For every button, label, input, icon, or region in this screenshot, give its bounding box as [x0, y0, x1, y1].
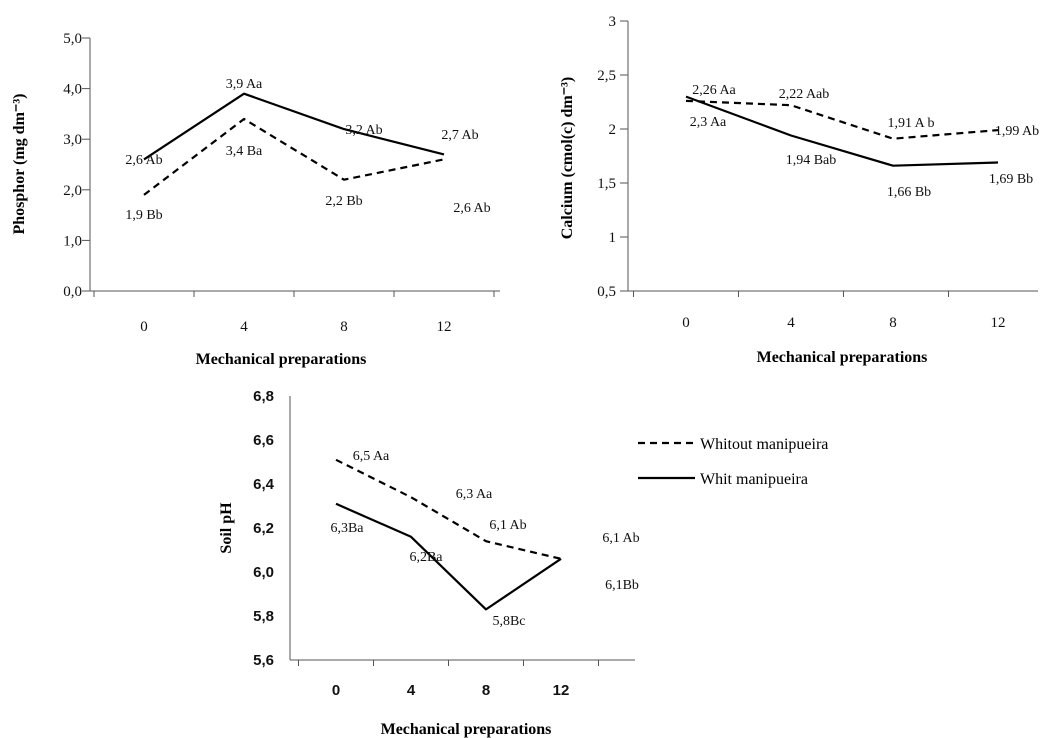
ph-line-without	[335, 458, 562, 560]
ph-y-tick-label: 6,4	[253, 476, 275, 493]
calcium-y-axis-title: Calcium (cmol(c) dm⁻³)	[559, 77, 576, 240]
ph-x-tick-label: 12	[553, 682, 570, 699]
calcium-y-tick-label: 2,5	[597, 68, 616, 84]
phosphor-label-without: 2,2 Bb	[325, 194, 362, 209]
calcium-chart: 0,5 1 1,5 2 2,5 3 0 4 8 12 Mechanical preparations…	[559, 14, 1039, 366]
calcium-label-without: 1,99 Ab	[995, 124, 1039, 139]
ph-label-with: 6,2Ba	[409, 550, 443, 565]
calcium-y-tick-label: 3	[609, 14, 617, 30]
legend: Whitout manipueira Whit manipueira	[638, 436, 828, 488]
phosphor-y-tick-label: 5,0	[63, 31, 82, 47]
calcium-y-tick-label: 1	[609, 230, 617, 246]
phosphor-label-with: 2,7 Ab	[441, 128, 478, 143]
legend-label-with: Whit manipueira	[700, 471, 808, 488]
ph-y-tick-label: 5,8	[253, 608, 274, 625]
phosphor-label-with: 2,6 Ab	[125, 153, 162, 168]
phosphor-x-tick-label: 12	[437, 319, 452, 335]
calcium-y-tick-label: 1,5	[597, 176, 616, 192]
calcium-x-tick-label: 0	[682, 315, 690, 331]
calcium-line-with	[685, 95, 999, 167]
calcium-x-axis-title: Mechanical preparations	[757, 349, 928, 366]
ph-label-without: 6,1 Ab	[489, 518, 526, 533]
phosphor-label-without: 3,4 Ba	[226, 144, 263, 159]
ph-label-without: 6,3 Aa	[456, 487, 493, 502]
phosphor-x-tick-label: 0	[140, 319, 148, 335]
calcium-label-without: 2,26 Aa	[692, 83, 736, 98]
calcium-x-tick-label: 4	[787, 315, 795, 331]
ph-x-tick-label: 8	[482, 682, 490, 699]
phosphor-line-without	[143, 117, 445, 196]
phosphor-label-with: 3,9 Aa	[226, 77, 263, 92]
calcium-label-without: 2,22 Aab	[779, 87, 830, 102]
ph-label-without: 6,5 Aa	[353, 449, 390, 464]
phosphor-x-axis-title: Mechanical preparations	[196, 351, 367, 368]
calcium-y-tick-label: 2	[609, 122, 617, 138]
ph-y-tick-label: 6,6	[253, 432, 274, 449]
ph-label-with: 6,3Ba	[330, 521, 364, 536]
phosphor-x-tick-label: 8	[340, 319, 348, 335]
ph-y-tick-label: 6,0	[253, 564, 274, 581]
calcium-label-without: 1,91 A b	[887, 116, 934, 131]
ph-x-tick-label: 4	[407, 682, 416, 699]
phosphor-y-tick-label: 4,0	[63, 82, 82, 98]
ph-x-tick-label: 0	[332, 682, 340, 699]
ph-x-axis-title: Mechanical preparations	[381, 721, 552, 738]
calcium-y-tick-label: 0,5	[597, 284, 616, 300]
ph-y-tick-label: 5,6	[253, 652, 274, 669]
soil-ph-chart: 5,6 5,8 6,0 6,2 6,4 6,6 6,8 0 4 8 12 Mechanical pre…	[218, 388, 640, 738]
calcium-label-with: 1,94 Bab	[786, 153, 837, 168]
ph-y-axis-title: Soil pH	[218, 502, 235, 554]
legend-label-without: Whitout manipueira	[700, 436, 828, 453]
ph-y-tick-label: 6,2	[253, 520, 274, 537]
phosphor-y-tick-label: 3,0	[63, 132, 82, 148]
phosphor-chart: 0,0 1,0 2,0 3,0 4,0 5,0 0 4 8 12 Mechanical prepar…	[11, 31, 500, 368]
phosphor-y-tick-label: 2,0	[63, 183, 82, 199]
phosphor-x-tick-label: 4	[240, 319, 248, 335]
phosphor-label-without: 2,6 Ab	[453, 201, 490, 216]
ph-label-without: 6,1 Ab	[602, 531, 639, 546]
ph-label-with: 5,8Bc	[492, 614, 525, 629]
phosphor-y-tick-label: 0,0	[63, 284, 82, 300]
phosphor-y-tick-label: 1,0	[63, 233, 82, 249]
ph-y-tick-label: 6,8	[253, 388, 274, 405]
calcium-label-with: 1,69 Bb	[989, 172, 1033, 187]
calcium-label-with: 2,3 Aa	[690, 115, 727, 130]
phosphor-line-with	[143, 92, 445, 161]
phosphor-label-without: 1,9 Bb	[125, 208, 162, 223]
calcium-x-tick-label: 12	[991, 315, 1006, 331]
ph-label-with: 6,1Bb	[605, 578, 639, 593]
ph-line-with	[335, 502, 562, 611]
calcium-line-without	[685, 99, 999, 140]
phosphor-y-axis-title: Phosphor (mg dm⁻³)	[11, 94, 28, 235]
calcium-x-tick-label: 8	[889, 315, 897, 331]
phosphor-label-with: 3,2 Ab	[345, 123, 382, 138]
calcium-label-with: 1,66 Bb	[887, 185, 931, 200]
